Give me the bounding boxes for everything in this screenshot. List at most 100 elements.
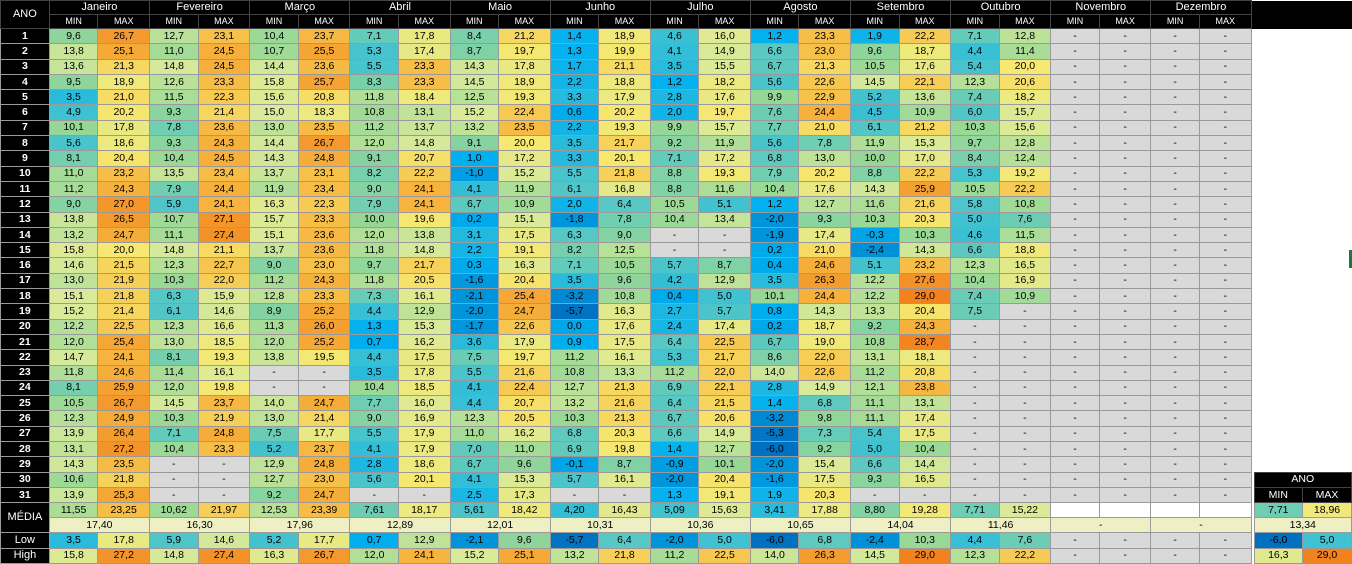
temp-cell[interactable]: - bbox=[1150, 303, 1200, 320]
temp-cell[interactable]: - bbox=[1050, 349, 1100, 366]
temp-cell[interactable]: 10,9 bbox=[898, 104, 952, 121]
temp-cell[interactable]: 9,0 bbox=[598, 226, 651, 244]
temp-cell[interactable]: - bbox=[1050, 456, 1100, 473]
temp-cell[interactable]: 22,6 bbox=[498, 318, 551, 335]
temp-cell[interactable]: - bbox=[1098, 211, 1152, 228]
temp-cell[interactable]: 14,8 bbox=[397, 135, 451, 152]
temp-cell[interactable]: 7,9 bbox=[148, 180, 199, 198]
temp-cell[interactable]: - bbox=[998, 349, 1052, 366]
blank-cell[interactable] bbox=[1251, 120, 1255, 136]
day-number[interactable]: 2 bbox=[0, 43, 50, 60]
temp-cell[interactable]: 17,5 bbox=[498, 226, 551, 244]
temp-cell[interactable]: -2,0 bbox=[749, 456, 800, 473]
temp-cell[interactable]: 13,0 bbox=[798, 150, 851, 167]
temp-cell[interactable]: 27,2 bbox=[97, 441, 150, 458]
temp-cell[interactable]: 8,7 bbox=[598, 456, 651, 473]
temp-cell[interactable]: - bbox=[1150, 242, 1200, 259]
temp-cell[interactable]: 19,3 bbox=[598, 119, 651, 137]
min-col-header[interactable]: MIN bbox=[148, 14, 199, 29]
temp-cell[interactable]: 8,1 bbox=[48, 379, 99, 397]
monthly-average-cell[interactable]: 23,25 bbox=[97, 502, 150, 519]
temp-cell[interactable]: 10,5 bbox=[950, 180, 1000, 198]
month-header[interactable]: Fevereiro bbox=[148, 0, 251, 15]
temp-cell[interactable]: 10,3 bbox=[148, 410, 199, 427]
temp-cell[interactable]: 6,1 bbox=[148, 303, 199, 320]
temp-cell[interactable]: 9,8 bbox=[798, 410, 851, 427]
temp-cell[interactable]: 1,7 bbox=[549, 58, 600, 75]
summary-min-header[interactable]: MIN bbox=[1253, 486, 1304, 504]
temp-cell[interactable]: 15,1 bbox=[249, 226, 299, 244]
temp-cell[interactable]: 23,1 bbox=[297, 165, 351, 182]
temp-cell[interactable]: 9,6 bbox=[598, 272, 651, 290]
monthly-average-cell[interactable]: 15,22 bbox=[998, 502, 1052, 519]
temp-cell[interactable]: 22,0 bbox=[798, 349, 851, 366]
temp-cell[interactable]: 15,3 bbox=[898, 135, 952, 152]
day-number[interactable]: 25 bbox=[0, 395, 50, 412]
temp-cell[interactable]: 9,3 bbox=[798, 211, 851, 228]
temp-cell[interactable]: - bbox=[950, 410, 1000, 427]
temp-cell[interactable]: 14,3 bbox=[898, 242, 952, 259]
temp-cell[interactable]: 19,1 bbox=[698, 486, 751, 504]
day-number[interactable]: 15 bbox=[0, 242, 50, 259]
temp-cell[interactable]: 0,4 bbox=[649, 288, 700, 305]
temp-cell[interactable]: - bbox=[1150, 196, 1200, 213]
temp-cell[interactable]: 24,3 bbox=[197, 135, 251, 152]
temp-cell[interactable]: 10,5 bbox=[598, 257, 651, 274]
temp-cell[interactable]: 20,7 bbox=[397, 150, 451, 167]
high-cell[interactable]: 26,3 bbox=[798, 547, 851, 564]
monthly-mean-cell[interactable]: 10,36 bbox=[649, 517, 751, 534]
monthly-average-cell[interactable]: 7,61 bbox=[349, 502, 399, 519]
high-cell[interactable]: 27,2 bbox=[97, 547, 150, 564]
temp-cell[interactable]: 6,9 bbox=[649, 379, 700, 397]
temp-cell[interactable]: -2,4 bbox=[849, 242, 900, 259]
temp-cell[interactable]: 18,8 bbox=[998, 242, 1052, 259]
temp-cell[interactable]: - bbox=[1150, 150, 1200, 167]
temp-cell[interactable]: - bbox=[1098, 196, 1152, 213]
temp-cell[interactable]: 6,7 bbox=[649, 410, 700, 427]
temp-cell[interactable]: 12,6 bbox=[148, 73, 199, 91]
temp-cell[interactable]: 5,8 bbox=[950, 196, 1000, 213]
temp-cell[interactable]: 1,3 bbox=[649, 486, 700, 504]
scroll-marker[interactable] bbox=[1349, 250, 1352, 268]
temp-cell[interactable]: - bbox=[197, 456, 251, 473]
temp-cell[interactable]: - bbox=[1098, 425, 1152, 443]
temp-cell[interactable]: - bbox=[1150, 333, 1200, 351]
high-cell[interactable]: - bbox=[1150, 547, 1200, 564]
temp-cell[interactable]: 7,5 bbox=[449, 349, 500, 366]
temp-cell[interactable]: 10,4 bbox=[950, 272, 1000, 290]
max-col-header[interactable]: MAX bbox=[598, 14, 651, 29]
temp-cell[interactable]: - bbox=[1198, 211, 1252, 228]
temp-cell[interactable]: 19,9 bbox=[598, 43, 651, 60]
day-number[interactable]: 5 bbox=[0, 89, 50, 106]
blank-cell[interactable] bbox=[1254, 257, 1352, 274]
temp-cell[interactable]: 17,5 bbox=[598, 333, 651, 351]
temp-cell[interactable]: 12,9 bbox=[397, 303, 451, 320]
temp-cell[interactable]: - bbox=[1098, 89, 1152, 106]
temp-cell[interactable]: 12,3 bbox=[48, 410, 99, 427]
media-label[interactable]: MÉDIA bbox=[0, 502, 50, 534]
temp-cell[interactable]: - bbox=[1098, 242, 1152, 259]
temp-cell[interactable]: 10,4 bbox=[349, 379, 399, 397]
temp-cell[interactable]: 13,7 bbox=[249, 165, 299, 182]
temp-cell[interactable]: - bbox=[698, 242, 751, 259]
temp-cell[interactable]: 0,9 bbox=[549, 333, 600, 351]
temp-cell[interactable]: 8,7 bbox=[698, 257, 751, 274]
temp-cell[interactable]: - bbox=[1050, 43, 1100, 60]
temp-cell[interactable]: 23,3 bbox=[397, 73, 451, 91]
temp-cell[interactable]: 5,6 bbox=[749, 135, 800, 152]
temp-cell[interactable]: 22,2 bbox=[998, 180, 1052, 198]
temp-cell[interactable]: 2,8 bbox=[649, 89, 700, 106]
temp-cell[interactable]: 17,3 bbox=[498, 486, 551, 504]
temp-cell[interactable]: 7,6 bbox=[998, 211, 1052, 228]
temp-cell[interactable]: 9,6 bbox=[48, 27, 99, 45]
summary-max-header[interactable]: MAX bbox=[1302, 486, 1352, 504]
temp-cell[interactable]: 10,6 bbox=[48, 471, 99, 488]
temp-cell[interactable]: 20,3 bbox=[898, 211, 952, 228]
blank-cell[interactable] bbox=[1251, 28, 1255, 44]
temp-cell[interactable]: 1,0 bbox=[449, 150, 500, 167]
temp-cell[interactable]: 17,8 bbox=[397, 27, 451, 45]
max-col-header[interactable]: MAX bbox=[297, 14, 351, 29]
monthly-average-cell[interactable]: 4,20 bbox=[549, 502, 600, 519]
temp-cell[interactable]: 9,3 bbox=[849, 471, 900, 488]
temp-cell[interactable]: - bbox=[950, 379, 1000, 397]
